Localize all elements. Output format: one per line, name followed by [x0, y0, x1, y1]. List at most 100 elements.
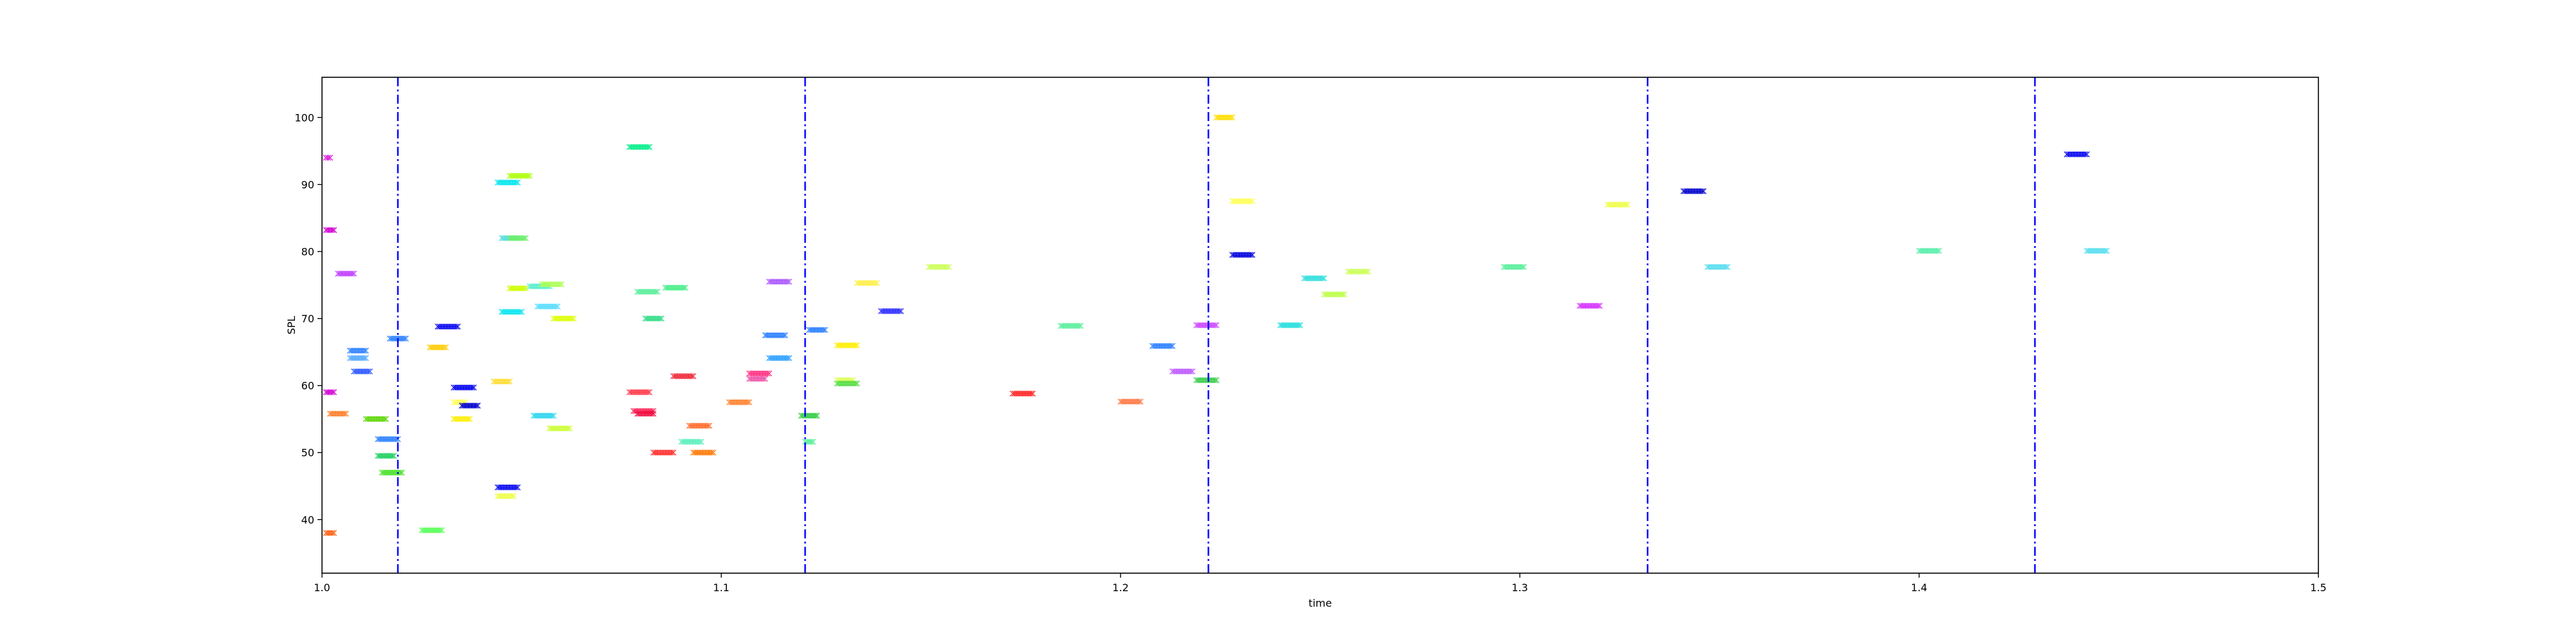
y-tick-label: 80	[301, 246, 314, 258]
data-point	[506, 235, 529, 242]
data-point	[538, 281, 565, 288]
data-point	[686, 422, 713, 429]
y-tick-label: 90	[301, 178, 314, 191]
data-point	[626, 144, 653, 150]
data-point	[323, 389, 337, 395]
data-marks	[323, 114, 2110, 536]
x-tick-label: 1.4	[1911, 582, 1927, 594]
data-point	[766, 278, 793, 285]
data-point	[642, 315, 665, 322]
data-point	[327, 410, 349, 417]
data-point	[678, 439, 705, 445]
data-point	[746, 370, 773, 377]
data-point	[806, 327, 828, 333]
data-point	[550, 315, 577, 322]
data-point	[2083, 247, 2110, 254]
data-point	[498, 308, 525, 315]
data-point	[1301, 275, 1327, 281]
data-point	[650, 450, 677, 456]
x-tick-label: 1.0	[314, 582, 330, 594]
data-point	[350, 368, 374, 375]
data-point	[746, 375, 768, 382]
data-point	[1057, 323, 1084, 329]
data-point	[1009, 390, 1036, 397]
vertical-lines	[397, 77, 2036, 573]
x-tick-label: 1.5	[2310, 582, 2326, 594]
data-point	[379, 469, 405, 476]
data-point	[1321, 291, 1347, 298]
data-point	[634, 410, 657, 417]
data-point	[1704, 263, 1731, 270]
data-point	[495, 493, 517, 499]
data-point	[1213, 114, 1236, 121]
data-point	[530, 412, 557, 419]
data-point	[798, 412, 820, 419]
y-tick-label: 100	[294, 111, 314, 124]
data-point	[662, 285, 688, 291]
data-point	[375, 453, 397, 459]
data-point	[1577, 303, 1603, 309]
data-point	[426, 344, 449, 350]
data-point	[1680, 188, 1707, 194]
data-point	[1193, 322, 1220, 328]
data-point	[490, 378, 513, 385]
data-point	[506, 173, 533, 179]
data-point	[766, 355, 793, 361]
data-point	[535, 303, 561, 310]
x-tick-label: 1.3	[1511, 582, 1528, 594]
data-point	[854, 279, 880, 287]
x-tick-label: 1.1	[713, 582, 729, 594]
data-point	[450, 384, 477, 391]
data-point	[495, 179, 521, 185]
data-point	[546, 425, 573, 431]
data-point	[506, 285, 529, 292]
data-point	[323, 155, 334, 161]
data-point	[878, 308, 904, 314]
data-point	[762, 332, 788, 339]
data-point	[459, 402, 481, 409]
y-tick-label: 70	[301, 313, 314, 325]
data-point	[1169, 368, 1196, 375]
data-point	[1277, 322, 1303, 328]
data-point	[1604, 202, 1631, 208]
data-point	[634, 289, 661, 295]
data-point	[375, 436, 401, 442]
data-point	[346, 347, 369, 354]
data-point	[450, 416, 473, 422]
y-axis-ticks: 40 50 60 70 80 90 100	[294, 111, 322, 526]
x-axis-label: time	[1309, 597, 1332, 609]
x-axis-ticks: 1.0 1.1 1.2 1.3 1.4 1.5	[314, 573, 2327, 594]
data-point	[495, 484, 521, 491]
data-point	[386, 336, 409, 342]
data-point	[1229, 252, 1256, 258]
data-point	[323, 227, 337, 233]
data-point	[363, 416, 389, 422]
data-point	[834, 342, 860, 348]
data-point	[335, 270, 357, 277]
x-tick-label: 1.2	[1112, 582, 1128, 594]
data-point	[690, 450, 717, 456]
data-point	[1916, 247, 1942, 254]
y-axis-label: SPL	[285, 316, 298, 335]
data-point	[435, 323, 461, 330]
plot-area-frame	[321, 77, 2319, 574]
data-point	[726, 399, 753, 406]
data-point	[834, 380, 860, 387]
y-tick-label: 40	[301, 514, 314, 526]
data-point	[1149, 343, 1176, 349]
data-point	[1193, 377, 1220, 383]
y-tick-label: 50	[301, 447, 314, 459]
data-point	[670, 373, 697, 379]
data-point	[1501, 263, 1527, 270]
data-point	[1229, 198, 1256, 205]
data-point	[323, 529, 337, 536]
data-point	[1117, 398, 1144, 405]
data-point	[925, 263, 952, 270]
data-point	[1345, 269, 1372, 275]
data-point	[2063, 151, 2090, 158]
data-point	[346, 355, 369, 361]
y-tick-label: 60	[301, 380, 314, 392]
data-point	[419, 527, 445, 534]
